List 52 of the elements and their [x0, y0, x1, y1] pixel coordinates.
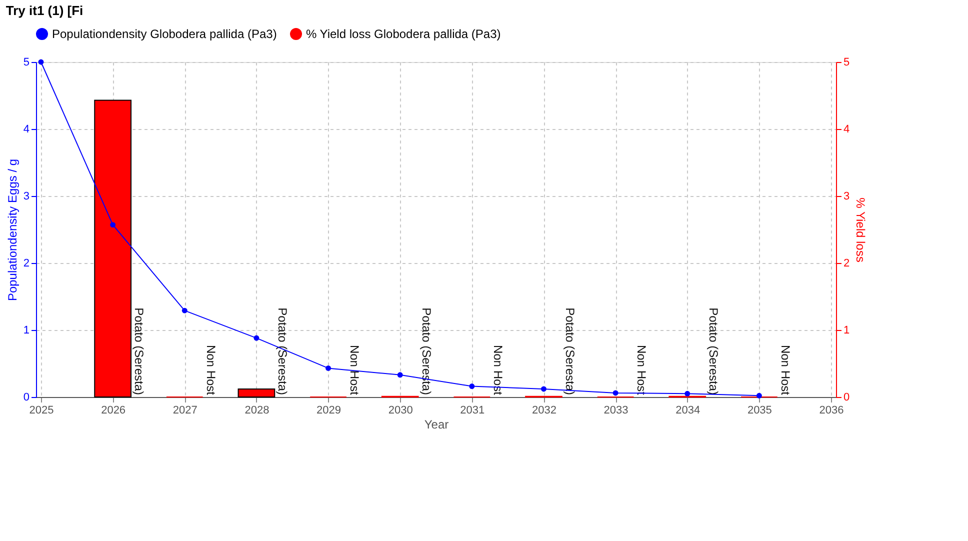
bar — [238, 388, 276, 398]
x-tick-label: 2027 — [172, 404, 198, 416]
x-axis-title: Year — [424, 418, 449, 432]
x-tick-label: 2028 — [244, 404, 270, 416]
point — [326, 365, 332, 371]
legend-label: Populationdensity Globodera pallida (Pa3) — [52, 27, 277, 41]
y-axis-title: Populationdensity Eggs / g — [5, 158, 20, 302]
x-tick-label: 2031 — [460, 404, 485, 416]
y-tick-label: 4 — [23, 124, 30, 136]
y2-tick-label: 5 — [844, 56, 850, 68]
x-tick-label: 2034 — [676, 404, 700, 416]
x-tick-label: 2026 — [101, 404, 126, 416]
y2-tick-label: 0 — [844, 392, 850, 404]
point — [469, 384, 475, 390]
legend-label: % Yield loss Globodera pallida (Pa3) — [306, 27, 501, 41]
y-tick-label: 0 — [23, 392, 30, 404]
point — [254, 335, 260, 341]
point — [756, 392, 762, 398]
point — [38, 59, 44, 65]
x-tick-label: 2036 — [819, 404, 844, 416]
x-tick-label: 2032 — [532, 404, 556, 416]
y-tick-label: 5 — [23, 56, 30, 68]
annotation: Non Host — [491, 344, 506, 396]
y2-axis-title: % Yield loss — [854, 198, 868, 262]
y-tick-label: 2 — [23, 258, 30, 270]
point — [182, 308, 188, 314]
text: Try it1 (1) [Fi — [6, 3, 84, 18]
annotation: Potato (Seresta) — [562, 308, 577, 396]
y2-tick-label: 4 — [844, 124, 850, 136]
x-tick-label: 2035 — [747, 404, 772, 416]
annotation: Non Host — [347, 344, 362, 396]
x-tick-label: 2029 — [316, 404, 342, 416]
point — [397, 372, 403, 378]
point — [684, 390, 690, 396]
y-tick-label: 3 — [23, 190, 30, 202]
annotation: Potato (Seresta) — [419, 308, 434, 396]
point — [540, 386, 546, 392]
bar — [94, 100, 132, 398]
y-tick-label: 1 — [23, 324, 30, 336]
x-tick-label: 2025 — [29, 404, 54, 416]
annotation: Potato (Seresta) — [706, 308, 721, 396]
y2-tick-label: 2 — [844, 258, 850, 270]
annotation: Non Host — [204, 344, 218, 396]
annotation: Potato (Seresta) — [132, 308, 146, 396]
x-tick-label: 2033 — [604, 404, 628, 416]
y2-tick-label: 1 — [844, 324, 850, 336]
x-tick-label: 2030 — [388, 404, 413, 416]
point — [110, 222, 116, 228]
y2-tick-label: 3 — [844, 190, 850, 202]
point — [612, 390, 618, 396]
annotation: Potato (Seresta) — [276, 308, 290, 396]
annotation: Non Host — [778, 344, 792, 396]
